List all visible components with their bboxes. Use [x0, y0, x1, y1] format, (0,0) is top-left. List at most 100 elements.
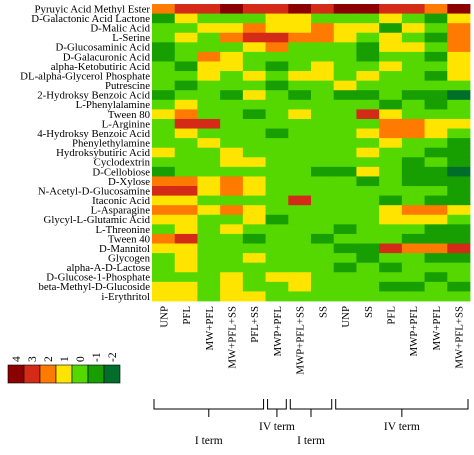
heatmap-cell — [197, 13, 221, 24]
heatmap-cell — [220, 61, 244, 72]
heatmap-cell — [197, 147, 221, 158]
heatmap-cell — [401, 272, 425, 283]
heatmap-cell — [242, 13, 266, 24]
heatmap-cell — [242, 243, 266, 254]
heatmap-cell — [174, 195, 198, 206]
heatmap-cell — [311, 233, 335, 244]
heatmap-cell — [311, 23, 335, 34]
heatmap-cell — [447, 272, 471, 283]
heatmap-cell — [379, 138, 403, 149]
heatmap-cell — [356, 128, 380, 139]
heatmap-cell — [174, 42, 198, 53]
heatmap-cell — [220, 176, 244, 187]
heatmap-cell — [174, 262, 198, 273]
heatmap-cell — [174, 224, 198, 235]
heatmap-cell — [220, 32, 244, 43]
heatmap-cell — [401, 205, 425, 216]
heatmap-cell — [424, 42, 448, 53]
heatmap-cell — [447, 195, 471, 206]
heatmap-cell — [333, 13, 357, 24]
heatmap-cell — [424, 166, 448, 177]
heatmap-cell — [379, 61, 403, 72]
heatmap-cell — [242, 195, 266, 206]
heatmap-cell — [424, 4, 448, 14]
heatmap-cell — [288, 138, 312, 149]
heatmap-cell — [311, 71, 335, 82]
legend-swatch — [71, 364, 89, 384]
heatmap-cell — [311, 128, 335, 139]
heatmap-cell — [333, 195, 357, 206]
heatmap-cell — [379, 176, 403, 187]
heatmap-cell — [265, 272, 289, 283]
heatmap-cell — [356, 233, 380, 244]
row-label: 2-Hydroksy Benzoic Acid — [37, 90, 150, 102]
heatmap-cell — [174, 32, 198, 43]
heatmap-cell — [288, 51, 312, 62]
heatmap-cell — [311, 138, 335, 149]
heatmap-cell — [333, 90, 357, 101]
column-label: MW+PFL — [204, 306, 216, 351]
heatmap-cell — [265, 71, 289, 82]
heatmap-cell — [401, 80, 425, 91]
heatmap-cell — [242, 147, 266, 158]
heatmap-cell — [174, 176, 198, 187]
row-label: L-Asparagine — [91, 205, 151, 217]
heatmap-cell — [152, 176, 176, 187]
heatmap-cell — [379, 253, 403, 264]
heatmap-cell — [401, 23, 425, 34]
row-label: alpha-A-D-Lactose — [67, 262, 151, 274]
heatmap-cell — [333, 291, 357, 302]
heatmap-cell — [197, 233, 221, 244]
heatmap-cell — [379, 32, 403, 43]
heatmap-cell — [197, 32, 221, 43]
column-label: PFL+SS — [249, 306, 261, 343]
heatmap-cell — [265, 291, 289, 302]
heatmap-cell — [197, 176, 221, 187]
row-label: Tween 40 — [108, 233, 150, 245]
heatmap-cell — [242, 176, 266, 187]
heatmap-cell — [242, 291, 266, 302]
heatmap-cell — [311, 42, 335, 53]
row-label: N-Acetyl-D-Glucosamine — [38, 185, 150, 197]
heatmap-cell — [424, 23, 448, 34]
heatmap-cell — [333, 71, 357, 82]
heatmap-cell — [424, 32, 448, 43]
row-label: D-Galactonic Acid Lactone — [31, 13, 150, 25]
heatmap-cell — [447, 243, 471, 254]
heatmap-cell — [197, 166, 221, 177]
heatmap-cell — [447, 80, 471, 91]
heatmap-cell — [288, 109, 312, 120]
heatmap-cell — [242, 80, 266, 91]
heatmap-cell — [197, 291, 221, 302]
heatmap-cell — [424, 157, 448, 168]
heatmap-cell — [174, 291, 198, 302]
heatmap-cell — [242, 71, 266, 82]
heatmap-cell — [356, 262, 380, 273]
row-label: Tween 80 — [108, 109, 150, 121]
heatmap-cell — [379, 262, 403, 273]
heatmap-cell — [152, 99, 176, 110]
color-scale-legend: 4 3 2 1 0 -1 -2 — [7, 352, 121, 384]
heatmap-cell — [288, 166, 312, 177]
heatmap-cell — [152, 205, 176, 216]
heatmap-cell — [401, 42, 425, 53]
heatmap-cell — [242, 61, 266, 72]
heatmap-cell — [242, 233, 266, 244]
group-bracket — [289, 399, 333, 410]
heatmap-cell — [220, 233, 244, 244]
row-label: D-Cellobiose — [92, 166, 150, 178]
heatmap-cell — [356, 4, 380, 14]
row-label: D-Galacuronic Acid — [63, 51, 151, 63]
heatmap-cell — [288, 243, 312, 254]
heatmap-cell — [447, 42, 471, 53]
heatmap-cell — [152, 291, 176, 302]
heatmap-cell — [242, 32, 266, 43]
heatmap-cell — [424, 71, 448, 82]
row-label: Glycyl-L-Glutamic Acid — [44, 214, 151, 226]
heatmap-cell — [356, 186, 380, 197]
heatmap-cell — [333, 224, 357, 235]
heatmap-cell — [379, 23, 403, 34]
heatmap-cell — [265, 99, 289, 110]
heatmap-cell — [152, 138, 176, 149]
heatmap-cell — [265, 80, 289, 91]
